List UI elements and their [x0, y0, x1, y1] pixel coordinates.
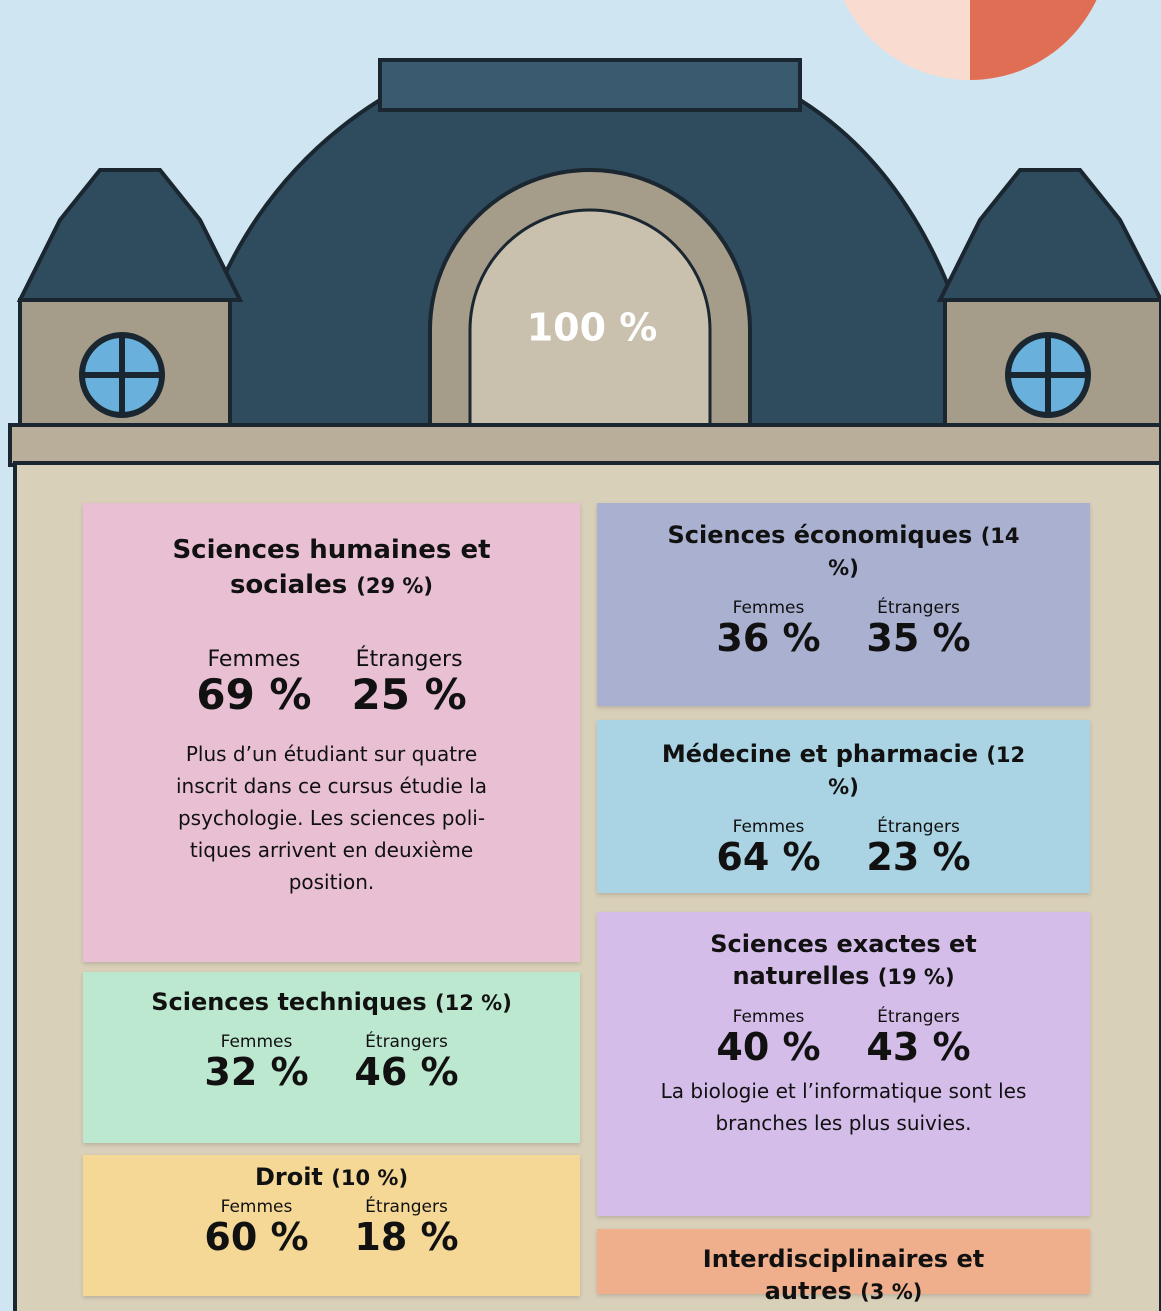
stat-value: 36 % — [716, 618, 820, 660]
section-name: Droit — [255, 1163, 323, 1191]
stat-label: Femmes — [207, 647, 300, 672]
section-note: Plus d’un étudiant sur quatre inscrit da… — [143, 738, 520, 898]
pie-decoration — [970, 0, 1110, 80]
stat-label: Femmes — [733, 598, 805, 618]
section-name: Sciences économiques — [667, 521, 972, 549]
stat-label: Étrangers — [356, 647, 463, 672]
section-title: Sciences humaines et sociales (29 %) — [143, 533, 520, 603]
section-share: (12 %) — [435, 991, 512, 1015]
left-tower-roof — [20, 170, 240, 300]
section-title: Droit (10 %) — [255, 1161, 408, 1193]
section-card: Sciences humaines et sociales (29 %) Femm… — [83, 503, 580, 962]
section-title: Médecine et pharmacie (12 %) — [657, 738, 1030, 803]
stat-label: Étrangers — [365, 1032, 448, 1052]
section-title: Sciences exactes et naturelles (19 %) — [657, 928, 1030, 993]
stat-label: Étrangers — [877, 598, 960, 618]
stat-value: 60 % — [204, 1217, 308, 1259]
stat-label: Étrangers — [365, 1197, 448, 1217]
section-title: Interdisciplinaires et autres (3 %) — [657, 1243, 1030, 1308]
section-share: (29 %) — [356, 574, 433, 598]
section-name: Sciences techniques — [151, 988, 426, 1016]
cornice — [10, 425, 1161, 465]
right-tower-roof — [940, 170, 1161, 300]
stat-value: 35 % — [866, 618, 970, 660]
section-share: (3 %) — [860, 1280, 922, 1304]
stat-value: 18 % — [354, 1217, 458, 1259]
stat-value: 43 % — [866, 1027, 970, 1069]
section-share: (19 %) — [878, 965, 955, 989]
stat-value: 46 % — [354, 1052, 458, 1094]
section-note: La biologie et l’informatique sont les b… — [657, 1075, 1030, 1139]
stat-value: 32 % — [204, 1052, 308, 1094]
stat-label: Femmes — [733, 817, 805, 837]
section-share: (10 %) — [331, 1166, 408, 1190]
total-label: 100 % — [527, 306, 658, 350]
stat-value: 40 % — [716, 1027, 820, 1069]
roof-crest — [380, 60, 800, 110]
page: 100 % Sciences humaines et sociales (29 … — [0, 0, 1161, 1311]
stat-value: 64 % — [716, 837, 820, 879]
section-card: Interdisciplinaires et autres (3 %) — [597, 1229, 1090, 1294]
stat-label: Étrangers — [877, 1007, 960, 1027]
section-name: Sciences humaines et sociales — [172, 535, 490, 600]
stat-label: Étrangers — [877, 817, 960, 837]
stat-label: Femmes — [733, 1007, 805, 1027]
section-name: Médecine et pharmacie — [662, 740, 978, 768]
stat-value: 69 % — [196, 672, 311, 718]
stat-value: 25 % — [352, 672, 467, 718]
section-title: Sciences économiques (14 %) — [657, 519, 1030, 584]
section-title: Sciences techniques (12 %) — [151, 986, 512, 1018]
section-card: Sciences exactes et naturelles (19 %) Fem… — [597, 912, 1090, 1216]
section-name: Interdisciplinaires et autres — [703, 1245, 984, 1305]
stat-value: 23 % — [866, 837, 970, 879]
stat-label: Femmes — [221, 1032, 293, 1052]
stat-label: Femmes — [221, 1197, 293, 1217]
